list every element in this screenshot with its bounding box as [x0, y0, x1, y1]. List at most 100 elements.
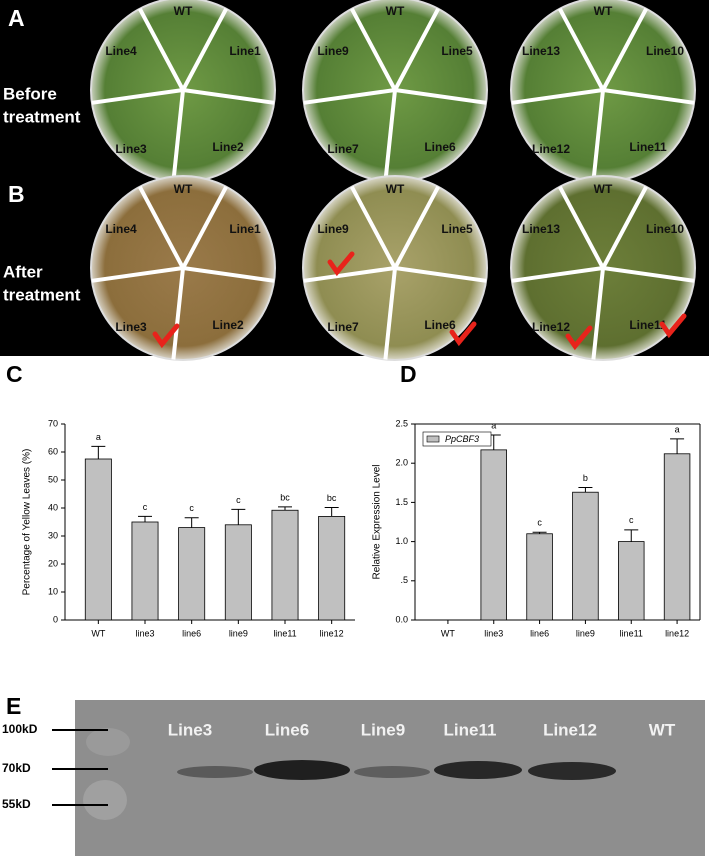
row-label: Before — [3, 84, 57, 103]
check-mark — [565, 325, 593, 351]
divider — [393, 7, 440, 91]
error-bar — [231, 508, 246, 525]
divider — [558, 7, 605, 91]
y-tick-label: 0.0 — [395, 614, 408, 624]
divider — [383, 89, 397, 182]
panel-letter: E — [6, 693, 21, 719]
band — [254, 760, 350, 780]
charts: 0 10 20 30 40 50 60 70 Percentage of Yellow Leav… — [22, 418, 701, 638]
plate-label: Line7 — [327, 142, 359, 156]
x-tick-label: line11 — [620, 628, 643, 638]
plate-label: Line6 — [424, 318, 456, 332]
significance-label: a — [675, 424, 680, 434]
plate-label: Line5 — [441, 44, 473, 58]
bar — [84, 458, 112, 621]
y-tick-label: 60 — [48, 446, 58, 456]
plate-label: Line3 — [115, 320, 147, 334]
blot-membrane — [75, 700, 705, 856]
panel-letter: C — [6, 361, 23, 387]
significance-label: c — [143, 502, 148, 512]
band — [434, 761, 522, 779]
plate-label: Line13 — [522, 222, 560, 236]
panel-letter: B — [8, 181, 25, 207]
plate-label: Line1 — [229, 222, 261, 236]
y-tick-label: 2.5 — [395, 418, 408, 428]
bar — [526, 533, 553, 621]
error-bar — [184, 517, 199, 528]
x-tick-label: line3 — [135, 628, 154, 638]
divider — [181, 7, 228, 91]
lane-label: WT — [649, 720, 676, 739]
plate-label: Line9 — [317, 222, 349, 236]
divider — [350, 185, 397, 269]
plate-label: Line4 — [105, 44, 137, 58]
plate-label: Line10 — [646, 222, 684, 236]
x-tick-label: WT — [91, 628, 105, 638]
bar — [318, 516, 346, 621]
divider — [601, 7, 648, 91]
plate-label: WT — [594, 182, 613, 196]
divider — [171, 89, 185, 182]
x-tick-label: line3 — [484, 628, 503, 638]
bar — [480, 449, 507, 621]
significance-label: c — [537, 518, 542, 528]
x-tick-label: line9 — [229, 628, 248, 638]
significance-label: a — [96, 432, 101, 442]
row-label: treatment — [3, 285, 81, 304]
significance-label: b — [583, 473, 588, 483]
significance-label: c — [189, 503, 194, 513]
y-tick-label: 40 — [48, 502, 58, 512]
error-bar — [624, 529, 639, 542]
y-tick-label: 1.5 — [395, 497, 408, 507]
panel-letter: D — [400, 361, 417, 387]
photo-panels: Before treatment After treatment WT Line1 Line… — [3, 0, 696, 361]
divider — [601, 185, 648, 269]
divider — [393, 185, 440, 269]
divider — [511, 266, 604, 283]
plate-label: Line5 — [441, 222, 473, 236]
panel-letter: A — [8, 5, 25, 31]
error-bar — [278, 506, 292, 511]
y-tick-label: 70 — [48, 418, 58, 428]
plate-label: Line11 — [629, 318, 667, 332]
plate-label: Line13 — [522, 44, 560, 58]
x-tick-label: line12 — [665, 628, 689, 638]
y-tick-label: 2.0 — [395, 458, 408, 468]
legend-label: PpCBF3 — [445, 434, 479, 444]
y-tick-label: .5 — [400, 575, 408, 585]
divider — [182, 88, 275, 105]
bar — [572, 491, 599, 621]
lane-label: Line12 — [543, 720, 597, 739]
plate-label: Line3 — [115, 142, 147, 156]
check-mark — [449, 321, 477, 347]
divider — [383, 267, 397, 360]
plate-label: Line7 — [327, 320, 359, 334]
legend-swatch — [426, 435, 440, 443]
y-tick-label: 10 — [48, 586, 58, 596]
band — [177, 766, 253, 778]
band — [354, 766, 430, 778]
significance-label: c — [629, 515, 634, 525]
row-label: treatment — [3, 107, 81, 126]
plate-label: Line9 — [317, 44, 349, 58]
bar — [271, 509, 299, 621]
divider — [181, 185, 228, 269]
y-tick-label: 50 — [48, 474, 58, 484]
y-tick-label: 20 — [48, 558, 58, 568]
marker-label: 70kD — [2, 761, 31, 775]
plate-label: Line2 — [212, 318, 244, 332]
plate-label: Line12 — [532, 320, 570, 334]
divider — [182, 266, 275, 283]
divider — [591, 267, 605, 360]
check-mark — [327, 251, 355, 277]
significance-label: bc — [280, 492, 290, 502]
bar — [178, 527, 206, 621]
bar — [618, 541, 645, 621]
plate-label: Line12 — [532, 142, 570, 156]
plate-label: Line11 — [629, 140, 667, 154]
divider — [394, 266, 487, 283]
divider — [138, 185, 185, 269]
divider — [558, 185, 605, 269]
x-tick-label: WT — [441, 628, 455, 638]
